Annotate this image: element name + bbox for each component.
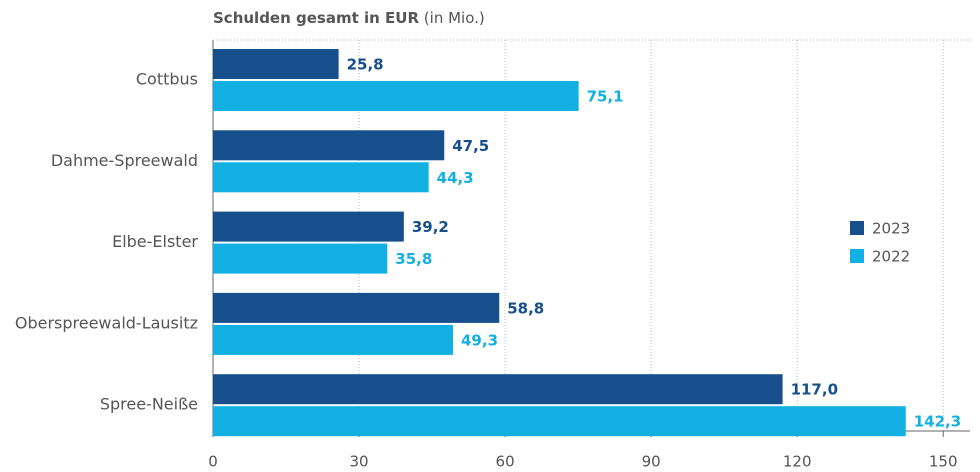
data-label: 39,2: [412, 218, 449, 236]
bar: [213, 243, 388, 274]
x-tick-label: 120: [783, 453, 812, 471]
chart-subtitle: (in Mio.): [424, 9, 485, 27]
bar: [213, 81, 579, 111]
legend-swatch: [850, 221, 864, 235]
x-tick-label: 30: [349, 453, 368, 471]
bar: [213, 162, 429, 193]
bar: [213, 211, 404, 242]
x-tick-label: 0: [208, 453, 218, 471]
y-tick-label: Elbe-Elster: [112, 232, 198, 251]
x-tick-label: 60: [496, 453, 515, 471]
bar: [213, 49, 339, 79]
chart-header: Schulden gesamt in EUR (in Mio.): [213, 9, 485, 27]
data-label: 75,1: [587, 88, 624, 106]
bar: [213, 324, 454, 355]
x-tick-label: 150: [929, 453, 958, 471]
legend-label: 2023: [872, 220, 910, 238]
y-tick-label: Cottbus: [136, 70, 198, 89]
y-tick-label: Dahme-Spreewald: [51, 151, 198, 170]
y-tick-label: Oberspreewald-Lausitz: [15, 313, 198, 332]
bar: [213, 374, 783, 405]
x-tick-label: 90: [642, 453, 661, 471]
bar: [213, 130, 445, 161]
data-label: 35,8: [395, 250, 432, 268]
chart-title: Schulden gesamt in EUR: [213, 9, 419, 27]
data-label: 142,3: [914, 413, 961, 431]
data-label: 58,8: [507, 299, 544, 317]
bar: [213, 292, 500, 323]
data-label: 117,0: [791, 381, 838, 399]
data-label: 47,5: [452, 137, 489, 155]
legend-swatch: [850, 249, 864, 263]
data-label: 49,3: [461, 331, 498, 349]
bar: [213, 406, 906, 437]
legend-label: 2022: [872, 248, 910, 266]
data-label: 44,3: [437, 169, 474, 187]
data-label: 25,8: [347, 56, 384, 74]
y-tick-label: Spree-Neiße: [100, 395, 198, 414]
